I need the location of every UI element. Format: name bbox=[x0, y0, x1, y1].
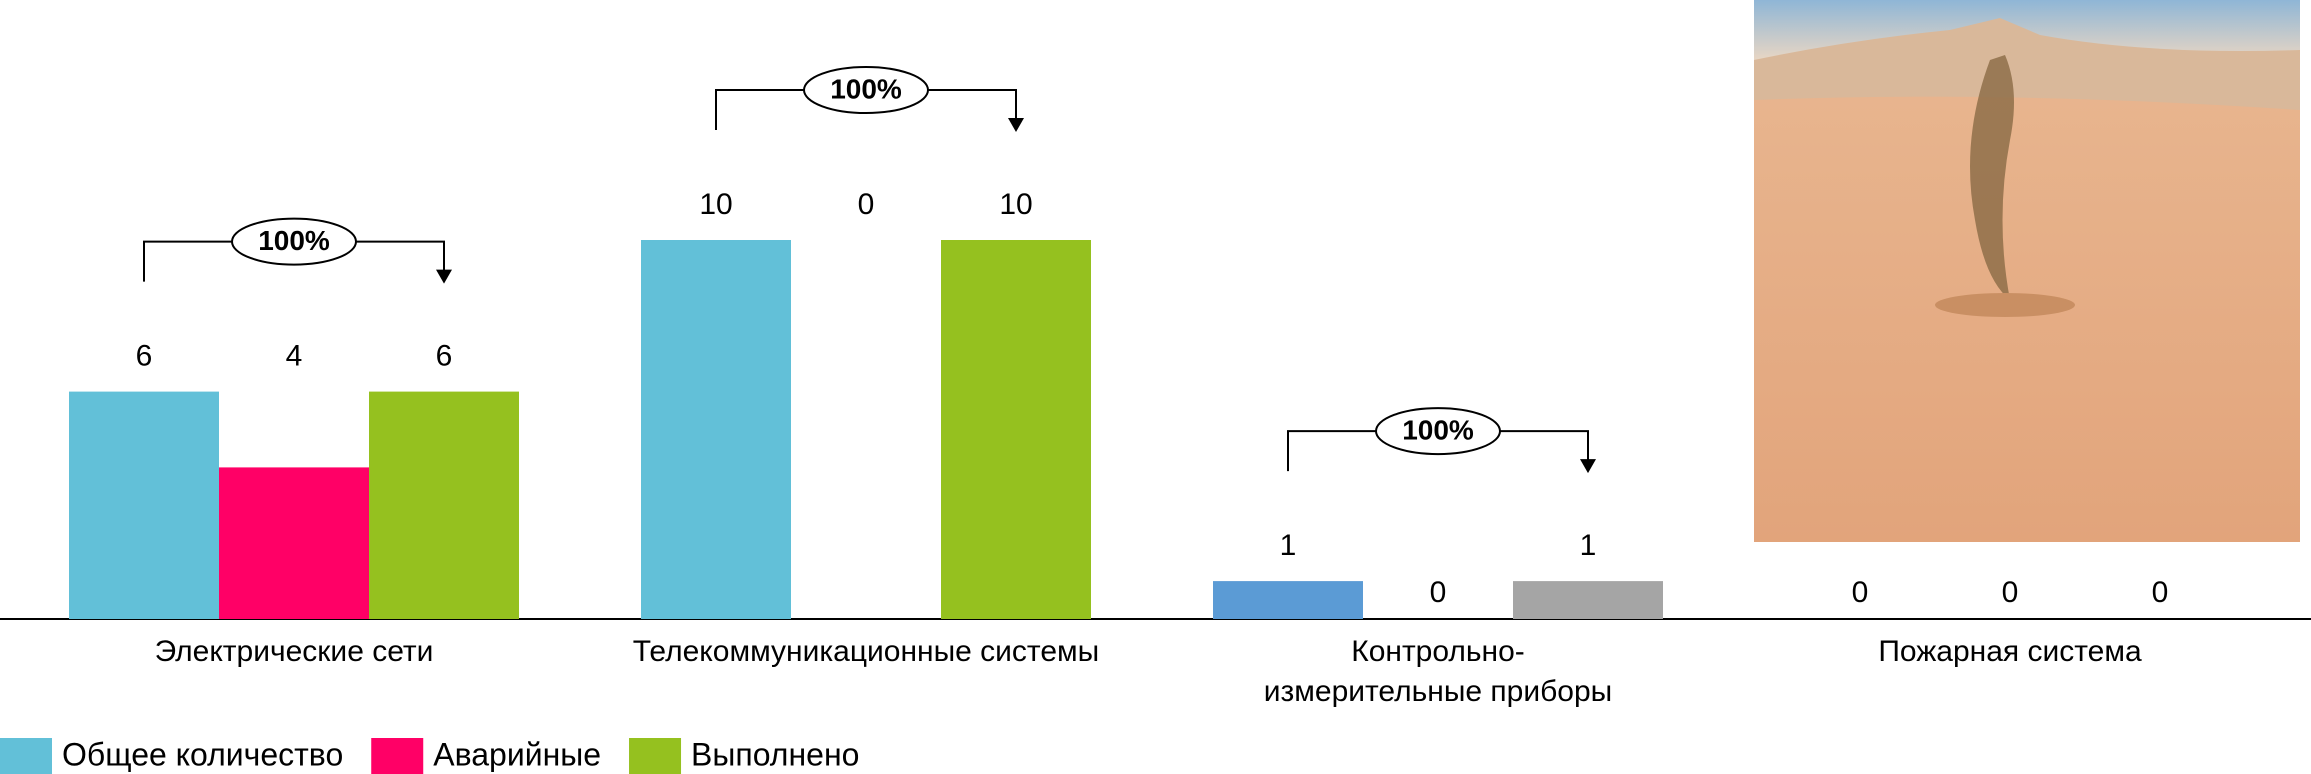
value-label: 0 bbox=[1852, 576, 1869, 609]
callout-arrow bbox=[1008, 118, 1024, 132]
bar bbox=[1213, 581, 1363, 619]
legend-label: Выполнено bbox=[691, 736, 859, 772]
value-label: 1 bbox=[1580, 529, 1597, 562]
callout-label: 100% bbox=[830, 73, 902, 104]
value-label: 6 bbox=[436, 340, 453, 373]
value-label: 0 bbox=[1430, 576, 1447, 609]
photo-shadow bbox=[1935, 293, 2075, 317]
bar bbox=[69, 391, 219, 619]
callout-label: 100% bbox=[258, 225, 330, 256]
value-label: 4 bbox=[286, 340, 303, 373]
value-label: 10 bbox=[999, 188, 1032, 221]
photo bbox=[1754, 0, 2300, 542]
legend-swatch bbox=[371, 738, 424, 774]
photo-plant bbox=[1970, 55, 2014, 300]
legend-label: Аварийные bbox=[433, 736, 601, 772]
value-label: 0 bbox=[858, 188, 875, 221]
x-tick-label: Контрольно- измерительные приборы bbox=[1263, 635, 1613, 708]
value-label: 10 bbox=[699, 188, 732, 221]
photo-dunes bbox=[1754, 18, 2300, 110]
callout-bubble bbox=[803, 66, 929, 114]
x-tick-label: Пожарная система bbox=[1878, 635, 2142, 668]
callout-label: 100% bbox=[1402, 414, 1474, 445]
value-label: 0 bbox=[2002, 576, 2019, 609]
callout-arrow bbox=[1580, 459, 1596, 474]
bar bbox=[641, 240, 791, 619]
callout-bubble bbox=[231, 217, 357, 266]
bar bbox=[941, 240, 1091, 619]
legend-label: Общее количество bbox=[62, 736, 343, 772]
legend-swatch bbox=[629, 738, 682, 774]
bar bbox=[219, 467, 369, 619]
bar bbox=[369, 391, 519, 619]
legend-swatch bbox=[0, 738, 52, 774]
value-label: 1 bbox=[1280, 529, 1297, 562]
x-tick-label: Электрические сети bbox=[154, 635, 434, 668]
value-label: 6 bbox=[136, 340, 153, 373]
callout-arrow bbox=[436, 269, 452, 284]
callout-bubble bbox=[1375, 407, 1501, 456]
bar bbox=[1513, 581, 1663, 619]
value-label: 0 bbox=[2152, 576, 2169, 609]
x-tick-label: Телекоммуникационные системы bbox=[632, 635, 1100, 668]
